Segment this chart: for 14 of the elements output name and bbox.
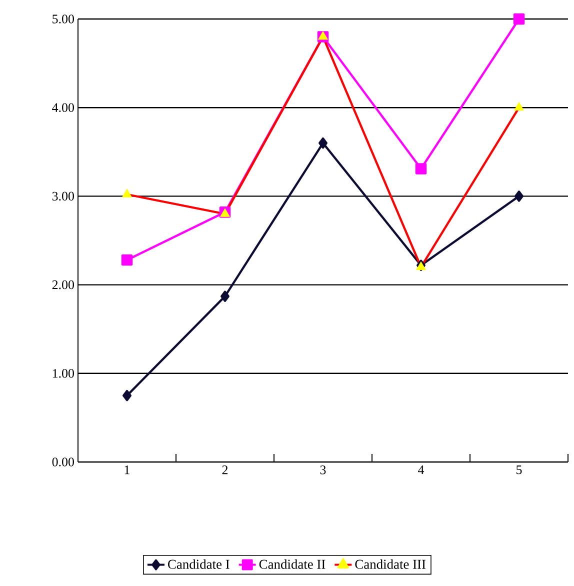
y-tick-label: 3.00 — [52, 192, 74, 201]
x-tick-label: 4 — [418, 466, 424, 474]
legend-label: Candidate I — [168, 559, 230, 569]
legend-label: Candidate II — [259, 559, 326, 569]
y-tick-label: 5.00 — [52, 14, 74, 24]
y-tick-label: 4.00 — [52, 103, 74, 112]
y-tick-label: 1.00 — [52, 369, 74, 378]
y-tick-label: 2.00 — [52, 280, 74, 290]
x-tick-label: 3 — [320, 466, 326, 474]
x-tick-label: 5 — [516, 466, 522, 474]
x-tick-label: 2 — [222, 466, 228, 474]
legend-label: Candidate III — [355, 559, 426, 569]
x-tick-label: 1 — [124, 466, 130, 474]
y-tick-label: 0.00 — [52, 458, 74, 466]
